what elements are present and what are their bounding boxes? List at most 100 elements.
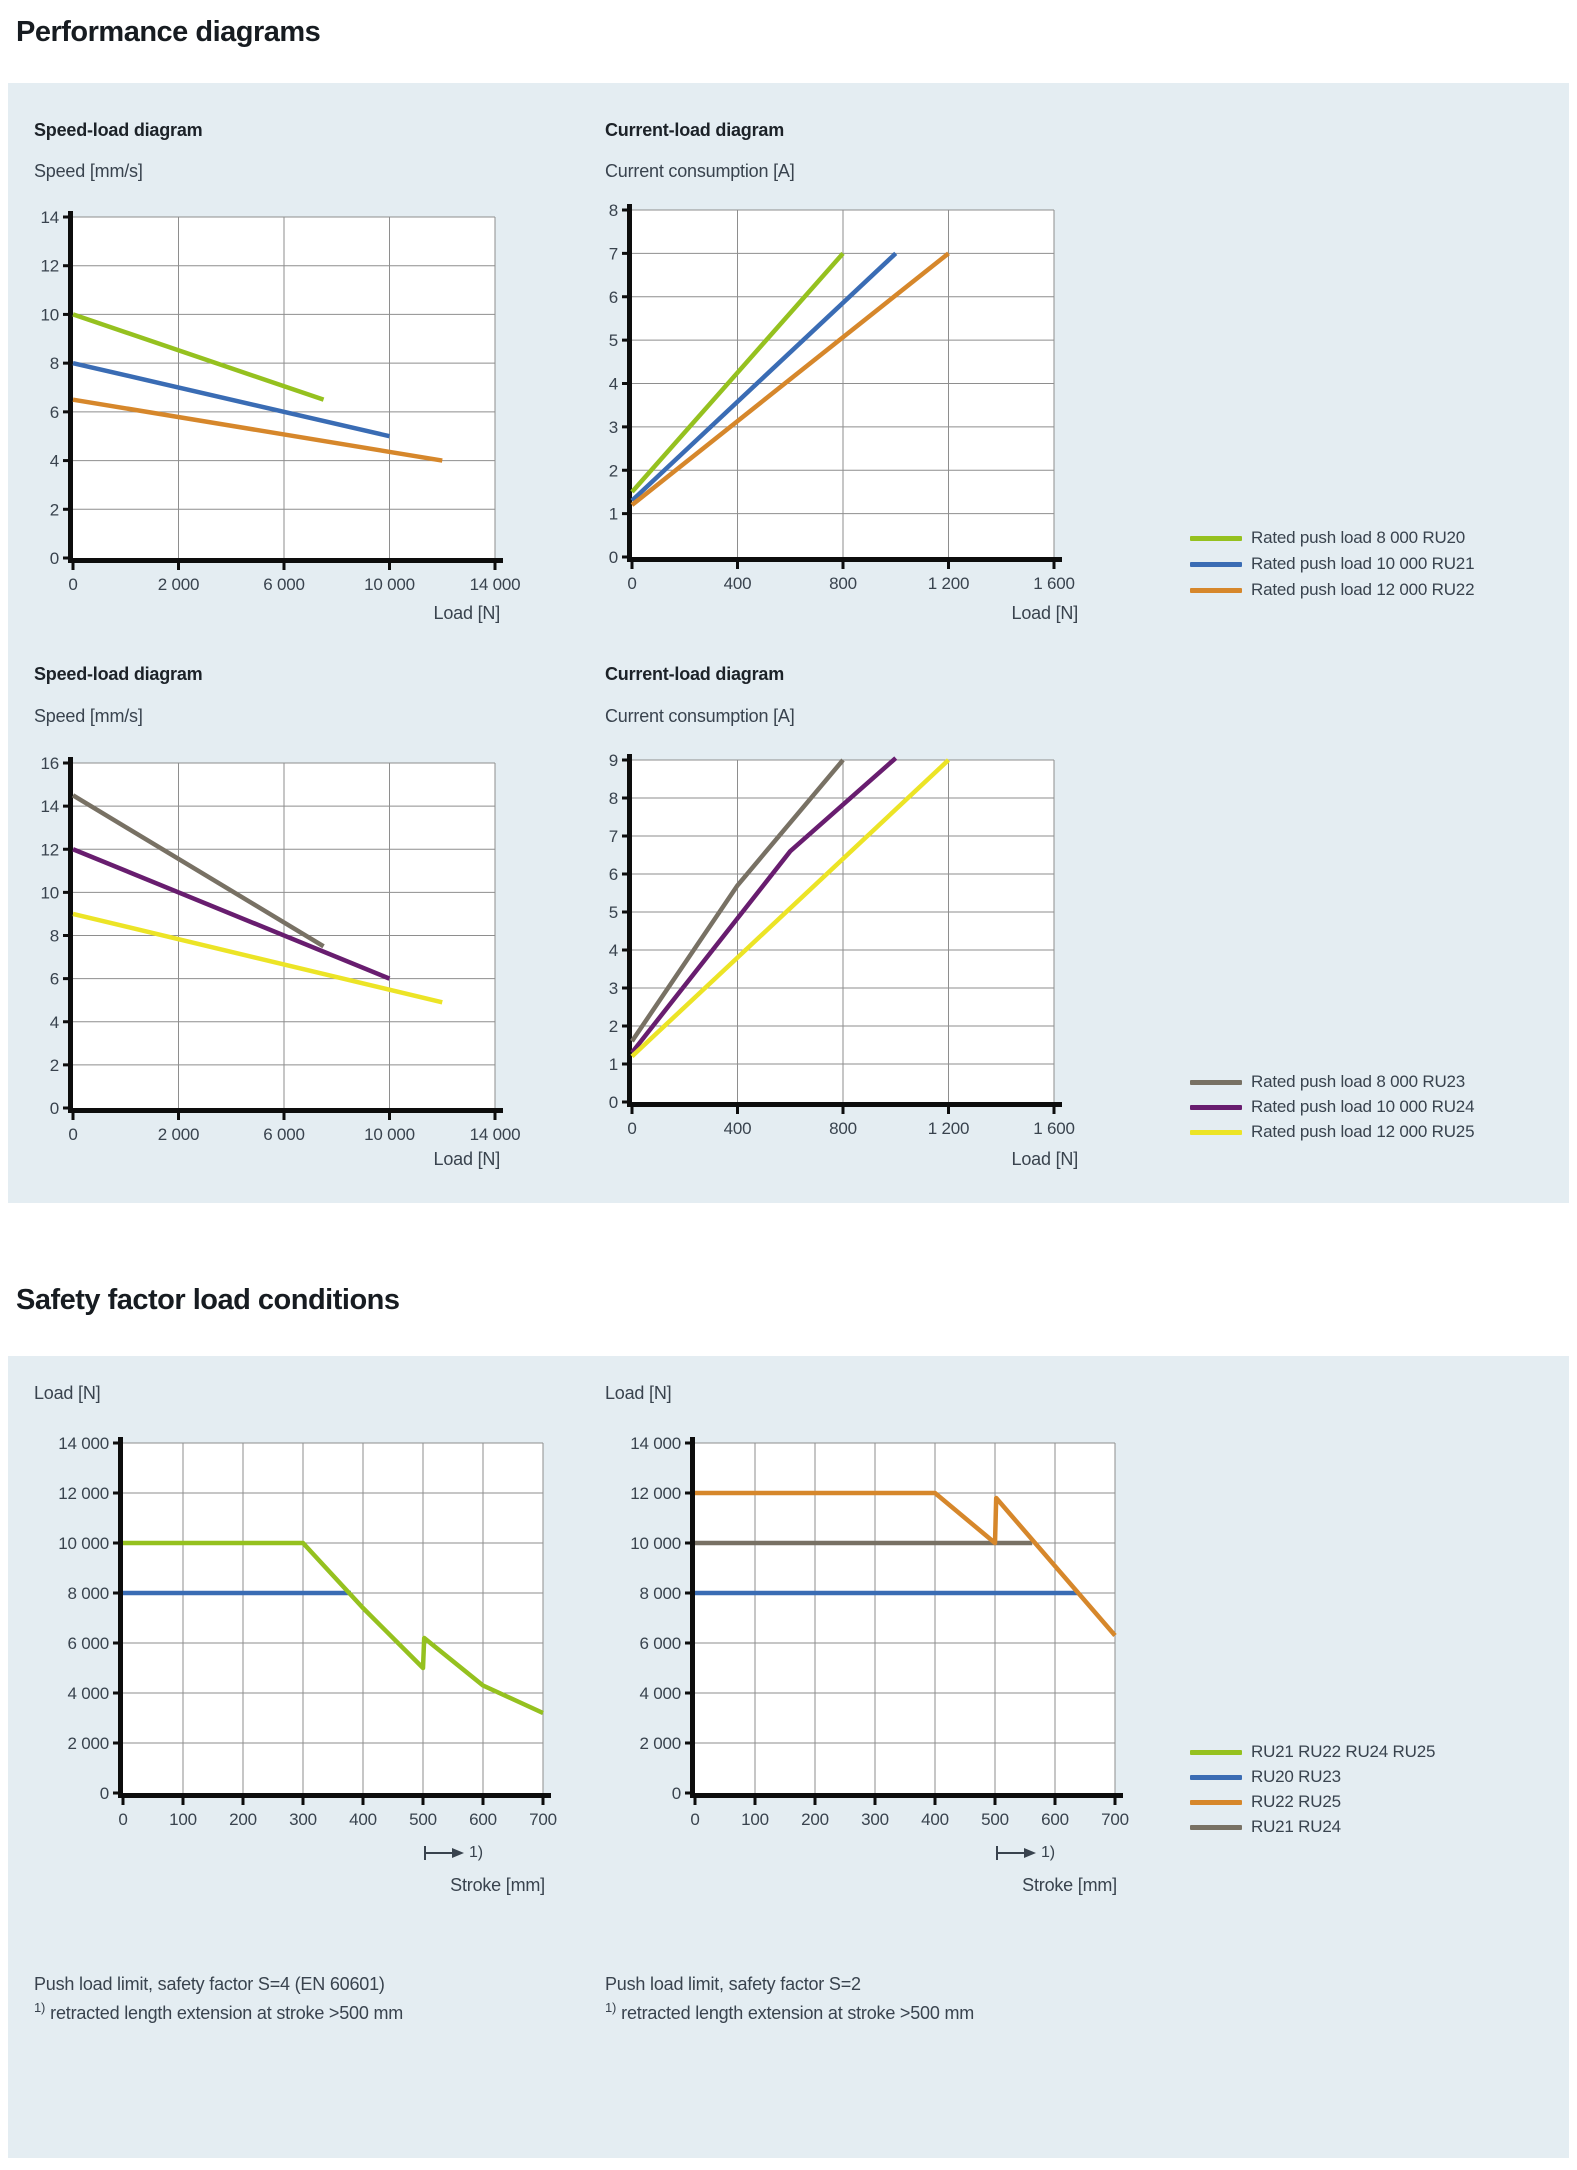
axis-title-speed1: Speed [mm/s] <box>34 161 143 181</box>
x-tick-label: 14 000 <box>470 575 521 594</box>
axis-title-current2: Current consumption [A] <box>605 706 795 726</box>
y-tick-label: 16 <box>40 754 59 773</box>
footnote-left-line1: Push load limit, safety factor S=4 (EN 6… <box>34 1974 385 1994</box>
legend-item: Rated push load 8 000 RU20 <box>1190 528 1465 548</box>
chart-current1: 0 1 2 3 4 5 6 7 8 0 400 800 1 200 1 600 <box>609 201 1075 593</box>
y-tick-label: 14 000 <box>630 1434 681 1453</box>
y-tick <box>622 512 628 516</box>
axis-title-safety2: Load [N] <box>605 1383 672 1403</box>
chart-safety1: 0 2 000 4 000 6 000 8 000 10 000 12 000 14 000 0… <box>58 1434 557 1829</box>
series-green <box>123 1540 544 1716</box>
y-tick <box>63 761 69 765</box>
y-tick-label: 6 000 <box>639 1634 681 1653</box>
x-tick <box>933 1798 937 1805</box>
x-tick-label: 800 <box>829 574 857 593</box>
y-tick <box>113 1441 119 1445</box>
y-tick-label: 2 <box>609 461 618 480</box>
legend-label: Rated push load 10 000 RU24 <box>1251 1097 1475 1116</box>
x-tick-label: 400 <box>349 1810 377 1829</box>
x-tick-label: 400 <box>921 1810 949 1829</box>
x-tick-label: 1 600 <box>1033 1119 1075 1138</box>
y-tick <box>63 804 69 808</box>
legend-swatch-gray <box>1190 1824 1242 1830</box>
y-tick <box>622 1100 628 1104</box>
x-tick-label: 0 <box>627 574 636 593</box>
y-tick <box>685 1441 691 1445</box>
legend-item: Rated push load 10 000 RU21 <box>1190 554 1475 574</box>
chart-speed2: 0 2 4 6 8 10 12 14 16 0 2 000 6 000 10 000 14 000 <box>40 754 521 1144</box>
x-tick <box>388 1113 391 1120</box>
x-tick <box>121 1798 125 1805</box>
y-tick <box>622 425 628 429</box>
legend-item: RU22 RU25 <box>1190 1792 1341 1812</box>
y-tick <box>63 459 69 463</box>
legend-item: Rated push load 10 000 RU24 <box>1190 1097 1475 1117</box>
y-tick-label: 1 <box>609 1055 618 1074</box>
x-tick-label: 1 200 <box>928 574 970 593</box>
y-tick <box>622 910 628 914</box>
y-tick-label: 8 <box>609 789 618 808</box>
x-tick-label: 700 <box>1101 1810 1129 1829</box>
chart-heading-speed2: Speed-load diagram <box>34 664 203 684</box>
x-tick-label: 6 000 <box>263 1125 305 1144</box>
footnote-right: Push load limit, safety factor S=2 1) ret… <box>605 1974 974 2024</box>
x-tick-label: 0 <box>118 1810 127 1829</box>
legend-item: RU20 RU23 <box>1190 1767 1341 1787</box>
y-tick <box>113 1591 119 1595</box>
chart-safety2: 0 2 000 4 000 6 000 8 000 10 000 12 000 14 000 0… <box>630 1434 1129 1829</box>
axis-title-current1: Current consumption [A] <box>605 161 795 181</box>
x-tick <box>630 1107 634 1114</box>
y-tick-label: 6 <box>609 288 618 307</box>
y-tick-label: 10 000 <box>58 1534 109 1553</box>
x-tick-label: 500 <box>981 1810 1009 1829</box>
chart-heading-speed1: Speed-load diagram <box>34 120 203 140</box>
legend-label: RU21 RU24 <box>1251 1817 1341 1836</box>
x-tick <box>841 1107 845 1114</box>
x-tick <box>736 1107 739 1114</box>
x-tick-label: 14 000 <box>470 1125 521 1144</box>
legend-label: RU20 RU23 <box>1251 1767 1341 1786</box>
footnote-right-line1: Push load limit, safety factor S=2 <box>605 1974 861 1994</box>
xaxis-title-safety2: Stroke [mm] <box>1022 1875 1117 1895</box>
y-tick <box>63 977 69 981</box>
axis-title-safety1: Load [N] <box>34 1383 101 1403</box>
y-tick-label: 12 000 <box>630 1484 681 1503</box>
x-tick <box>181 1798 185 1805</box>
x-tick <box>947 562 950 569</box>
y-tick-label: 8 <box>50 927 59 946</box>
y-tick-label: 8 <box>609 201 618 220</box>
x-tick <box>1052 562 1056 569</box>
y-tick <box>113 1791 119 1795</box>
y-tick <box>63 312 69 316</box>
footnote-marker-left: 1) <box>423 1844 483 1862</box>
xaxis-title-speed2: Load [N] <box>433 1149 501 1169</box>
y-tick <box>622 251 628 255</box>
y-tick <box>63 890 69 894</box>
y-tick <box>622 758 628 762</box>
y-tick-label: 7 <box>609 244 618 263</box>
y-tick <box>113 1491 119 1495</box>
y-tick-label: 4 000 <box>67 1684 109 1703</box>
y-tick-label: 8 000 <box>639 1584 681 1603</box>
legend-item: Rated push load 8 000 RU23 <box>1190 1072 1465 1092</box>
x-tick <box>177 563 180 570</box>
x-tick <box>301 1798 305 1805</box>
xaxis-title-current2: Load [N] <box>1011 1149 1079 1169</box>
x-tick-label: 2 000 <box>158 1125 200 1144</box>
x-tick <box>493 1113 497 1120</box>
footnote-marker-label: 1) <box>1041 1844 1055 1861</box>
y-tick-label: 0 <box>100 1784 109 1803</box>
x-tick-label: 0 <box>627 1119 636 1138</box>
y-tick <box>685 1791 691 1795</box>
y-tick <box>63 1106 69 1110</box>
x-tick-label: 0 <box>690 1810 699 1829</box>
y-tick-label: 12 <box>40 840 59 859</box>
chart-current2: 0 1 2 3 4 5 6 7 8 9 0 400 800 1 200 1 600 <box>609 751 1075 1138</box>
y-tick <box>63 556 69 560</box>
y-tick <box>63 1063 69 1067</box>
y-tick-label: 6 <box>50 403 59 422</box>
legend-swatch-green <box>1190 535 1242 541</box>
y-tick-label: 0 <box>609 548 618 567</box>
x-tick-label: 500 <box>409 1810 437 1829</box>
